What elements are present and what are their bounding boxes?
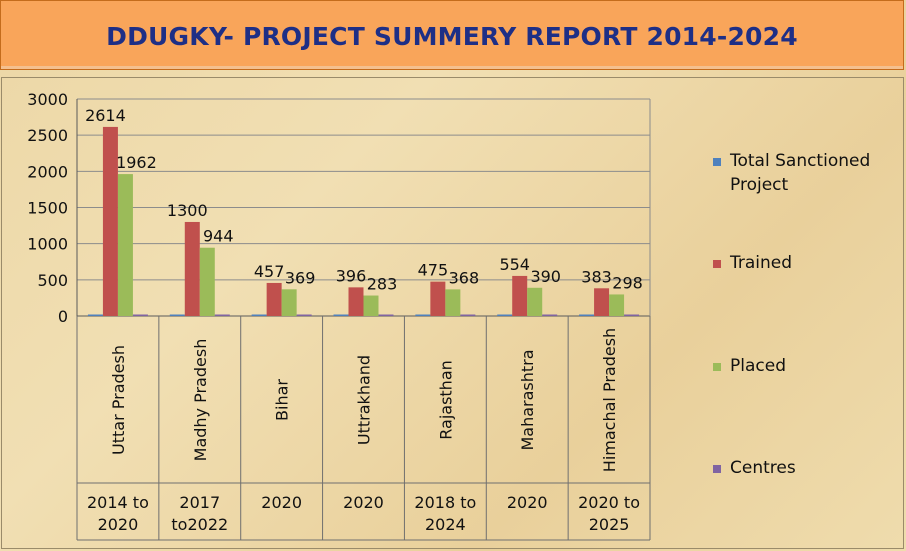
legend-label: Project [730,175,788,195]
period-label: 2025 [589,515,630,534]
data-label: 554 [499,255,530,274]
x-category-label: Madhy Pradesh [191,339,210,462]
x-category-label: Rajasthan [436,360,455,440]
data-label: 457 [254,262,285,281]
period-label: 2020 [261,493,302,512]
legend-swatch-placed [713,363,721,371]
bar-placed [527,287,543,316]
period-label: 2014 to [87,493,149,512]
bar-total-sanctioned-project [333,314,349,316]
legend-swatch-trained [713,260,721,268]
bar-placed [445,289,461,316]
y-tick-label: 0 [58,307,68,326]
y-tick-label: 3000 [27,90,68,109]
period-label: 2017 [179,493,220,512]
period-label: 2020 to [578,493,640,512]
bar-centres [460,314,476,316]
bar-total-sanctioned-project [579,314,595,316]
period-label: 2020 [343,493,384,512]
data-label: 1300 [167,201,208,220]
bar-placed [363,295,379,316]
bar-centres [132,314,148,316]
bar-total-sanctioned-project [415,314,431,316]
y-tick-label: 1000 [27,235,68,254]
bar-trained [430,281,446,316]
period-label: 2020 [98,515,139,534]
y-tick-label: 2000 [27,162,68,181]
y-tick-label: 500 [37,271,68,290]
legend-label: Trained [729,253,792,273]
period-label: 2018 to [414,493,476,512]
data-label: 396 [336,266,367,285]
bar-trained [594,288,610,316]
period-label: to2022 [171,515,228,534]
x-category-label: Maharashtra [518,349,537,450]
x-category-label: Uttrakhand [355,355,374,445]
bar-trained [266,282,282,316]
legend-label: Centres [730,458,796,478]
data-label: 369 [285,268,316,287]
bar-centres [296,314,312,316]
bar-trained [102,126,118,316]
data-label: 390 [530,267,561,286]
x-category-label: Himachal Pradesh [600,328,619,472]
y-tick-label: 1500 [27,199,68,218]
bar-total-sanctioned-project [497,314,513,316]
bar-trained [512,275,528,316]
legend-swatch-centres [713,465,721,473]
data-label: 944 [203,227,234,246]
legend-label: Total Sanctioned [729,151,870,171]
data-label: 283 [367,275,398,294]
legend-label: Placed [730,356,786,376]
data-label: 475 [418,261,449,280]
bar-total-sanctioned-project [251,314,267,316]
chart-title: DDUGKY- PROJECT SUMMERY REPORT 2014-2024 [106,22,798,51]
data-label: 2614 [85,106,126,125]
data-label: 298 [612,273,643,292]
period-label: 2020 [507,493,548,512]
bar-placed [199,247,215,316]
bar-trained [348,287,364,316]
bar-centres [378,314,394,316]
bar-total-sanctioned-project [87,314,103,316]
x-category-label: Uttar Pradesh [109,345,128,455]
data-label: 1962 [116,153,157,172]
bar-placed [281,289,297,316]
chart-area [1,77,904,549]
bar-centres [624,314,640,316]
data-label: 383 [581,267,612,286]
y-tick-label: 2500 [27,126,68,145]
title-banner [0,0,904,70]
bar-placed [117,174,133,316]
bar-total-sanctioned-project [169,314,185,316]
bar-centres [542,314,558,316]
x-category-label: Bihar [273,379,292,421]
period-label: 2024 [425,515,466,534]
bar-placed [609,294,625,316]
legend-swatch-total-sanctioned-project [713,158,721,166]
bar-trained [184,221,200,316]
data-label: 368 [449,268,480,287]
bar-centres [214,314,230,316]
